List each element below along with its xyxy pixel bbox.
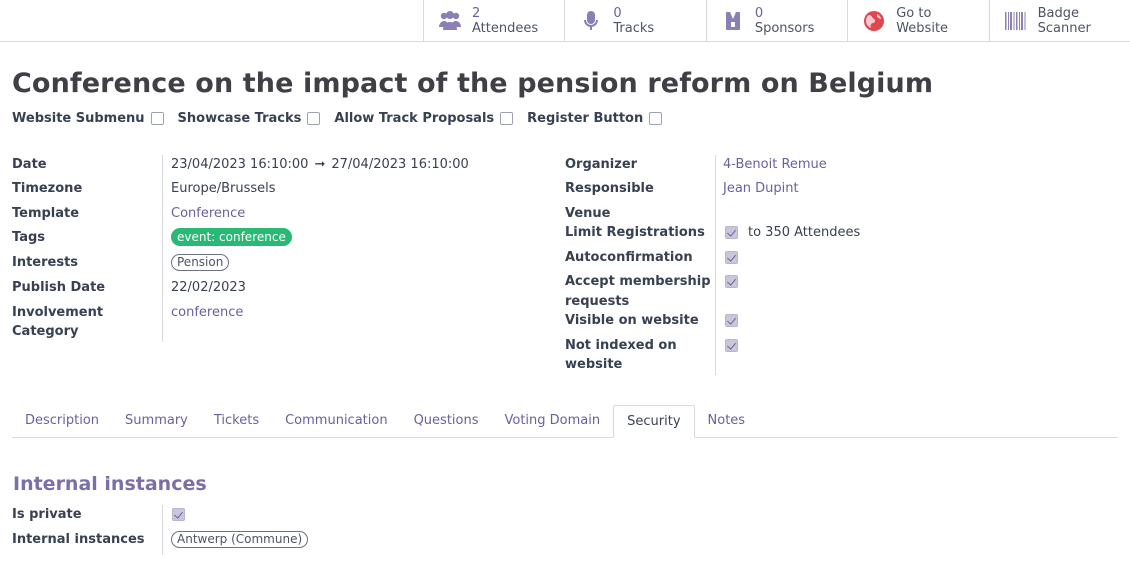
section-title: Internal instances [13, 473, 207, 495]
register-button-label: Register Button [527, 111, 644, 126]
showcase-tracks-option: Showcase Tracks [178, 111, 321, 126]
allow-track-proposals-checkbox[interactable] [500, 112, 514, 125]
involvement-link[interactable]: conference [171, 305, 244, 320]
attendees-label: Attendees [472, 21, 539, 36]
interests-label: Interests [12, 255, 79, 270]
website-label: Website [896, 21, 949, 36]
options-row: Website Submenu Showcase Tracks Allow Tr… [12, 111, 676, 126]
attendees-button[interactable]: 2 Attendees [423, 0, 564, 42]
responsible-link[interactable]: Jean Dupint [723, 181, 799, 196]
tab-description[interactable]: Description [25, 413, 100, 428]
tab-summary[interactable]: Summary [125, 413, 188, 428]
allow-track-proposals-label: Allow Track Proposals [334, 111, 495, 126]
involvement-label-line1: Involvement [12, 305, 104, 320]
tracks-button[interactable]: 0 Tracks [564, 0, 705, 42]
badge-label: Badge [1037, 6, 1080, 21]
involvement-label-line2: Category [12, 324, 79, 339]
not-indexed-label-line2: website [565, 357, 623, 372]
users-icon [438, 9, 462, 33]
date-label: Date [12, 157, 47, 172]
internal-instances-label: Internal instances [12, 532, 145, 547]
go-to-website-button[interactable]: Go to Website [847, 0, 988, 42]
responsible-label: Responsible [565, 181, 654, 196]
internal-instances-field[interactable]: Antwerp (Commune) [171, 530, 309, 549]
tab-communication[interactable]: Communication [285, 413, 388, 428]
autoconfirmation-field [723, 248, 738, 267]
sponsors-button[interactable]: 0 Sponsors [705, 0, 847, 42]
register-button-option: Register Button [527, 111, 663, 126]
date-start: 23/04/2023 16:10:00 [171, 157, 309, 172]
limit-registrations-label: Limit Registrations [565, 225, 705, 240]
left-group-divider [162, 155, 163, 342]
venue-label: Venue [565, 206, 611, 221]
not-indexed-field [723, 336, 738, 355]
tracks-label: Tracks [613, 21, 655, 36]
website-submenu-label: Website Submenu [12, 111, 145, 126]
interests-field[interactable]: Pension [171, 253, 230, 272]
visible-on-website-checkbox[interactable] [725, 314, 738, 327]
allow-track-proposals-option: Allow Track Proposals [334, 111, 514, 126]
limit-registrations-checkbox[interactable] [725, 226, 738, 239]
notebook-tabs: Description Summary Tickets Communicatio… [12, 405, 1118, 438]
tag-badge[interactable]: event: conference [171, 228, 292, 246]
accept-membership-checkbox[interactable] [725, 275, 738, 288]
website-submenu-option: Website Submenu [12, 111, 164, 126]
autoconfirmation-label: Autoconfirmation [565, 250, 693, 265]
interest-badge[interactable]: Pension [171, 254, 230, 271]
tracks-count: 0 [613, 6, 622, 21]
timezone-field[interactable]: Europe/Brussels [171, 181, 276, 196]
right-group-divider [715, 155, 716, 375]
showcase-tracks-checkbox[interactable] [307, 112, 321, 125]
limit-registrations-text[interactable]: to 350 Attendees [748, 225, 861, 240]
showcase-tracks-label: Showcase Tracks [177, 111, 302, 126]
date-range-field[interactable]: 23/04/2023 16:10:00 ➞ 27/04/2023 16:10:00 [171, 155, 469, 174]
autoconfirmation-checkbox[interactable] [725, 251, 738, 264]
date-end: 27/04/2023 16:10:00 [331, 157, 469, 172]
arrow-right-icon: ➞ [314, 157, 326, 172]
timezone-label: Timezone [12, 181, 83, 196]
is-private-checkbox[interactable] [172, 508, 185, 521]
visible-on-website-label: Visible on website [565, 313, 699, 328]
sponsors-label: Sponsors [754, 21, 815, 36]
not-indexed-label-line1: Not indexed on [565, 338, 677, 353]
attendees-count: 2 [472, 6, 481, 21]
tags-label: Tags [12, 230, 46, 245]
not-indexed-checkbox[interactable] [725, 339, 738, 352]
website-submenu-checkbox[interactable] [150, 112, 164, 125]
sponsors-count: 0 [754, 6, 764, 21]
accept-membership-label-line1: Accept membership [565, 274, 711, 289]
is-private-field [170, 505, 185, 524]
security-group-divider [162, 505, 163, 555]
tab-voting-domain[interactable]: Voting Domain [504, 413, 601, 428]
event-title[interactable]: Conference on the impact of the pension … [12, 68, 934, 99]
badge-icon [721, 9, 745, 33]
instance-badge[interactable]: Antwerp (Commune) [171, 531, 309, 548]
scanner-label: Scanner [1037, 21, 1091, 36]
publish-date-label: Publish Date [12, 280, 106, 295]
organizer-link[interactable]: 4-Benoit Remue [723, 157, 827, 172]
tags-field[interactable]: event: conference [171, 228, 292, 247]
is-private-label: Is private [12, 507, 82, 522]
tab-tickets[interactable]: Tickets [213, 413, 260, 428]
microphone-icon [579, 9, 603, 33]
smart-button-bar: 2 Attendees 0 Tracks 0 Sponsors Go to Websit… [423, 0, 1130, 42]
tab-questions[interactable]: Questions [413, 413, 479, 428]
badge-scanner-button[interactable]: Badge Scanner [988, 0, 1130, 42]
visible-on-website-field [723, 311, 738, 330]
register-button-checkbox[interactable] [649, 112, 663, 125]
accept-membership-field [723, 272, 738, 291]
tab-notes[interactable]: Notes [707, 413, 746, 428]
barcode-icon [1004, 9, 1028, 33]
accept-membership-label-line2: requests [565, 294, 630, 309]
template-link[interactable]: Conference [171, 206, 246, 221]
go-to-label: Go to [896, 6, 932, 21]
publish-date-field[interactable]: 22/02/2023 [171, 280, 246, 295]
limit-registrations-field: to 350 Attendees [723, 223, 860, 242]
template-label: Template [12, 206, 80, 221]
globe-icon [862, 9, 886, 33]
tab-security[interactable]: Security [613, 405, 695, 438]
header-divider [0, 41, 423, 42]
organizer-label: Organizer [565, 157, 638, 172]
